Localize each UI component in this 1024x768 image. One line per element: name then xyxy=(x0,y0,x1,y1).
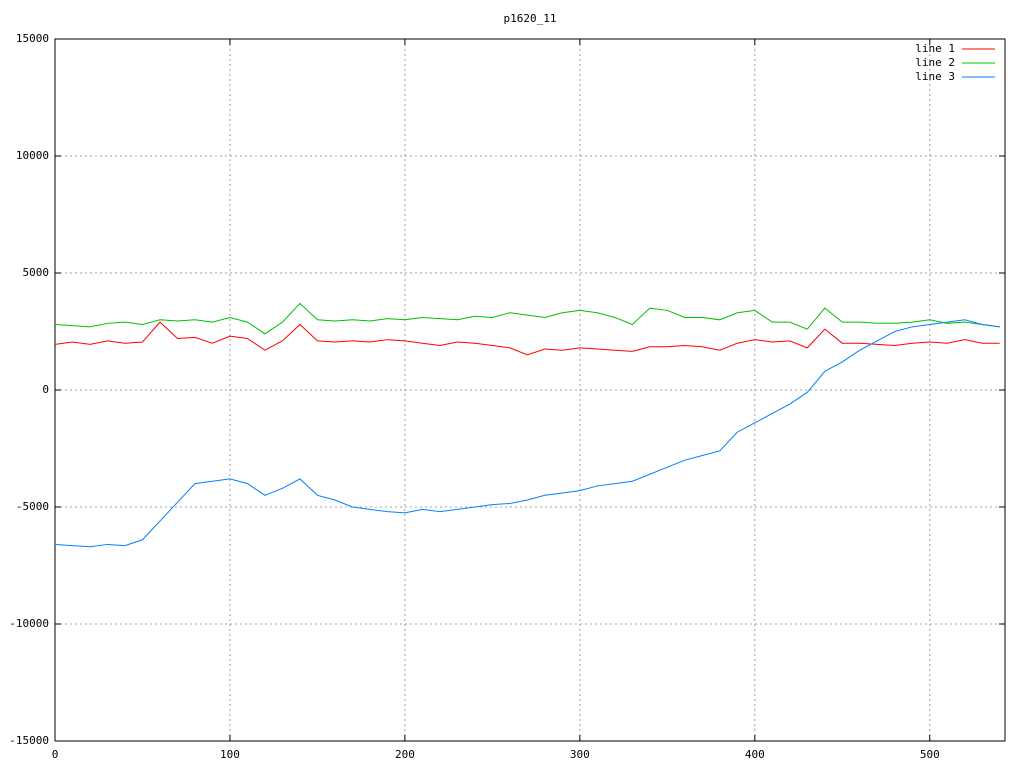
series-line xyxy=(54,302,1000,335)
plot-frame xyxy=(54,38,1006,742)
legend-label: line 1 xyxy=(915,42,955,55)
x-tick-label: 400 xyxy=(745,748,765,761)
legend-label: line 3 xyxy=(915,70,955,83)
chart-title: p1620_11 xyxy=(504,12,557,25)
x-tick-label: 500 xyxy=(920,748,940,761)
x-tick-label: 300 xyxy=(570,748,590,761)
x-tick-label: 200 xyxy=(395,748,415,761)
x-tick-label: 100 xyxy=(220,748,240,761)
series-line xyxy=(54,319,1000,548)
y-tick-label: 10000 xyxy=(16,149,49,162)
y-tick-label: 5000 xyxy=(23,266,50,279)
x-tick-label: 0 xyxy=(52,748,59,761)
y-tick-label: -5000 xyxy=(16,500,49,513)
y-tick-label: 15000 xyxy=(16,32,49,45)
legend-label: line 2 xyxy=(915,56,955,69)
y-tick-label: -10000 xyxy=(9,617,49,630)
y-tick-label: 0 xyxy=(42,383,49,396)
series-line xyxy=(54,321,1000,356)
y-tick-label: -15000 xyxy=(9,734,49,747)
